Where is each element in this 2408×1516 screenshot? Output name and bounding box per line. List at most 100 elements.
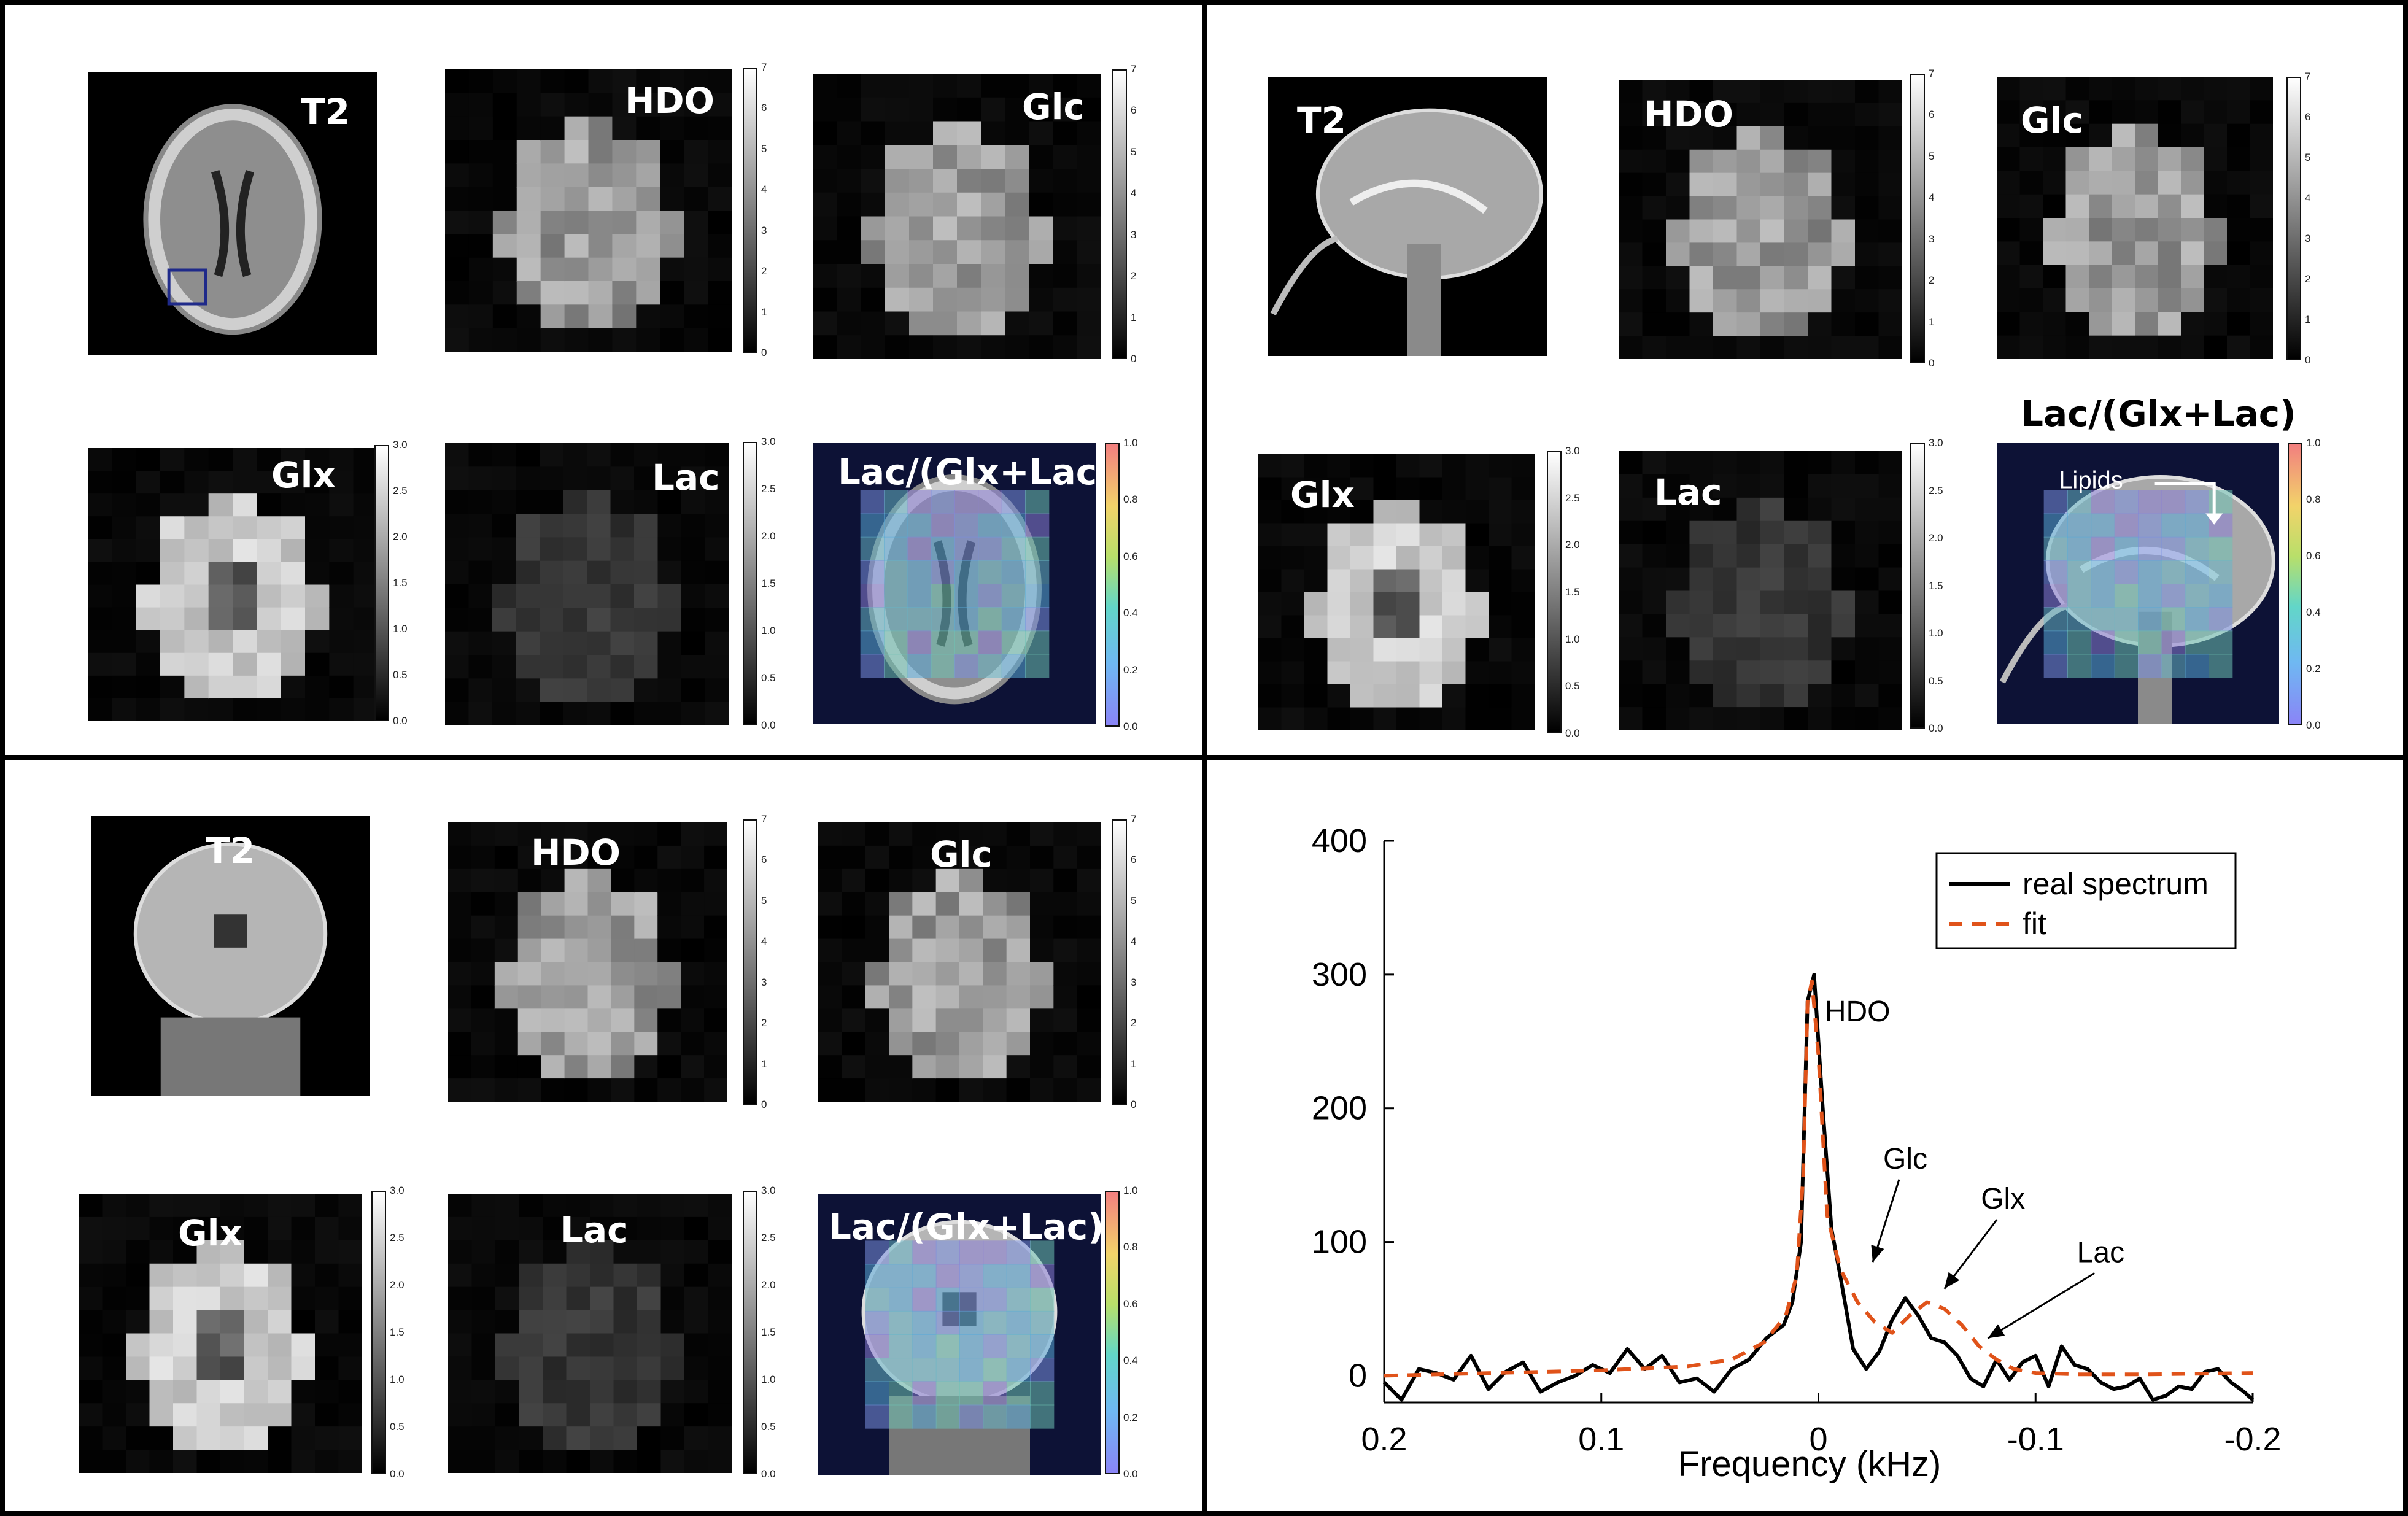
colorbar-tick: 0.8 — [1123, 1241, 1138, 1253]
colorbar-tick: 2.5 — [761, 1232, 776, 1243]
colorbar-tick: 4 — [761, 935, 767, 948]
legend-box — [1935, 852, 2237, 949]
colorbar-tick: 1.5 — [390, 1326, 405, 1338]
legend-entry-fit: fit — [2023, 907, 2046, 941]
annotation-lac: Lac — [2077, 1236, 2124, 1269]
roi-box — [167, 268, 207, 306]
colorbar-tick: 6 — [1131, 104, 1137, 117]
colorbar-tick: 1.0 — [1123, 1185, 1138, 1196]
colorbar-tick: 4 — [1131, 935, 1137, 948]
tile-label: Glx — [178, 1212, 242, 1254]
colorbar-tick: 0.6 — [1123, 1297, 1138, 1310]
annotation-arrow — [1987, 1272, 2096, 1339]
y-tick-label: 100 — [1312, 1224, 1367, 1261]
colorbar-tick: 0.2 — [2306, 663, 2321, 675]
tile-label: Lac — [560, 1209, 629, 1251]
colorbar-tick: 3.0 — [393, 439, 408, 451]
annotation-hdo: HDO — [1825, 996, 1891, 1028]
colorbar-tick: 1.5 — [761, 1326, 776, 1338]
chart-series — [1382, 972, 2255, 1402]
colorbar-tick: 6 — [761, 102, 767, 114]
lipids-arrow — [2154, 482, 2216, 519]
colorbar-tick: 3 — [2305, 233, 2311, 244]
colorbar-tick: 2 — [1131, 1017, 1137, 1029]
tile-label: Glc — [2021, 99, 2083, 141]
colorbar-tick: 2 — [1929, 274, 1935, 287]
colorbar-tick: 4 — [1131, 187, 1137, 199]
colorbar — [2288, 443, 2302, 725]
colorbar-tick: 6 — [761, 854, 767, 866]
colorbar-tick: 0.0 — [1123, 721, 1138, 732]
colorbar-tick: 0.8 — [2306, 493, 2321, 505]
map-tile-lac-glx-lac- — [818, 1194, 1101, 1475]
colorbar-tick: 0.2 — [1123, 1411, 1138, 1423]
y-tick-label: 200 — [1312, 1090, 1367, 1127]
colorbar-tick: 0.5 — [1565, 680, 1580, 692]
colorbar — [1105, 443, 1120, 727]
tile-label: T2 — [301, 91, 350, 133]
map-tile-lac — [445, 443, 729, 725]
colorbar-tick: 3.0 — [390, 1185, 405, 1196]
colorbar-tick: 2.0 — [390, 1279, 405, 1291]
colorbar-tick: 1 — [1929, 315, 1935, 328]
map-tile-glx — [88, 448, 377, 721]
colorbar-tick: 0 — [1131, 353, 1137, 365]
colorbar — [1910, 443, 1925, 729]
colorbar-tick: 2 — [761, 1017, 767, 1029]
colorbar-tick: 0.0 — [1929, 722, 1943, 734]
colorbar-tick: 3 — [761, 976, 767, 988]
colorbar-tick: 1.0 — [1929, 627, 1943, 639]
colorbar-tick: 2 — [761, 265, 767, 277]
colorbar-tick: 0.2 — [1123, 663, 1138, 676]
colorbar-tick: 5 — [761, 894, 767, 907]
colorbar-tick: 1.0 — [2306, 437, 2321, 449]
map-tile-lac — [448, 1194, 732, 1473]
colorbar-tick: 2.0 — [761, 1279, 776, 1291]
colorbar-tick: 6 — [1929, 109, 1935, 121]
colorbar-tick: 0.0 — [1565, 727, 1580, 739]
map-tile-t2 — [88, 72, 377, 355]
lipids-annotation: Lipids — [2059, 466, 2123, 493]
colorbar-tick: 5 — [761, 142, 767, 155]
colorbar-tick: 2.5 — [761, 483, 776, 495]
colorbar-tick: 0.0 — [761, 1468, 776, 1480]
colorbar-tick: 2.0 — [1929, 532, 1943, 544]
colorbar-tick: 2.5 — [390, 1232, 405, 1243]
tile-label: Lac/(Glx+Lac) — [838, 451, 1113, 493]
colorbar-tick: 3 — [1929, 233, 1935, 245]
colorbar — [1105, 1191, 1120, 1474]
colorbar-tick: 1.5 — [1929, 579, 1943, 592]
colorbar-tick: 2.5 — [1565, 492, 1580, 504]
colorbar — [743, 442, 757, 725]
tile-label: T2 — [1297, 99, 1346, 141]
chart-annotations: HDO Glc Glx Lac — [1825, 996, 2124, 1339]
annotation-glx: Glx — [1981, 1183, 2025, 1215]
colorbar-tick: 1.0 — [761, 1374, 776, 1385]
colorbar-tick: 0.5 — [393, 669, 408, 681]
colorbar-tick: 4 — [761, 184, 767, 196]
map-tile-glx — [1258, 454, 1535, 730]
colorbar-tick: 5 — [1929, 150, 1935, 162]
colorbar — [743, 68, 757, 353]
colorbar-tick: 0.4 — [2306, 606, 2321, 618]
colorbar-tick: 1 — [1131, 1058, 1137, 1070]
map-tile-glx — [79, 1194, 362, 1473]
colorbar-tick: 0.4 — [1123, 607, 1138, 619]
colorbar-tick: 0 — [1131, 1099, 1137, 1110]
tile-label: Glx — [271, 454, 336, 496]
series-real-spectrum — [1382, 972, 2255, 1402]
colorbar-tick: 0.5 — [390, 1421, 405, 1433]
tile-label: Lac — [1654, 471, 1722, 513]
tile-label-external: Lac/(Glx+Lac) — [2021, 393, 2296, 435]
colorbar-tick: 1.5 — [761, 578, 776, 589]
map-tile-t2 — [91, 816, 370, 1096]
tile-label: HDO — [531, 832, 621, 873]
colorbar-tick: 1.0 — [390, 1374, 405, 1385]
colorbar-tick: 7 — [2305, 71, 2311, 82]
colorbar-tick: 0.5 — [761, 1421, 776, 1433]
chart-legend: real spectrum fit — [1935, 852, 2237, 949]
colorbar-tick: 5 — [1131, 894, 1137, 907]
colorbar-tick: 2 — [1131, 270, 1137, 282]
colorbar-tick: 3 — [1131, 228, 1137, 241]
